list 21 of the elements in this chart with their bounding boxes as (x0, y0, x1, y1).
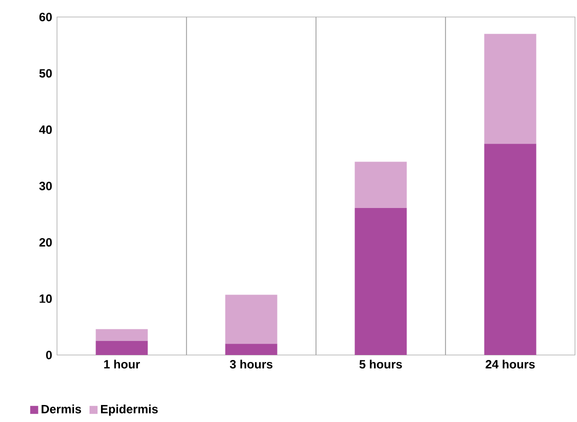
x-tick-label: 3 hours (230, 360, 272, 369)
legend-label: Epidermis (101, 404, 158, 416)
x-tick-label: 5 hours (359, 360, 402, 369)
x-tick-label: 24 hours (486, 360, 535, 369)
bar (225, 344, 278, 355)
bar (354, 208, 407, 355)
bar (354, 162, 407, 208)
legend-label: Dermis (42, 404, 82, 414)
bar (484, 34, 536, 144)
y-tick-label: 50 (39, 69, 52, 78)
bar (484, 144, 536, 355)
y-tick-label: 10 (40, 294, 52, 303)
y-tick-label: 30 (39, 182, 52, 190)
y-tick-label: 0 (46, 350, 52, 360)
y-tick-label: 60 (39, 12, 52, 22)
bar (96, 340, 148, 355)
x-tick-label: 1 hour (104, 360, 140, 369)
y-tick-label: 20 (39, 238, 52, 247)
bar (96, 329, 148, 341)
y-tick-label: 40 (39, 125, 52, 134)
bar (225, 294, 278, 344)
